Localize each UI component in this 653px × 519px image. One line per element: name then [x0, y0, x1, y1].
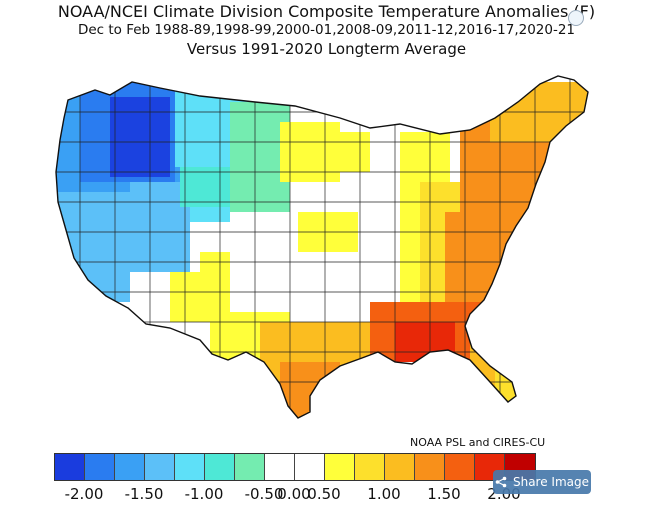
share-icon: [495, 476, 507, 488]
legend-swatch: [55, 454, 85, 480]
share-image-button[interactable]: Share Image: [493, 470, 591, 494]
credit-text: NOAA PSL and CIRES-CU: [410, 436, 546, 449]
legend-tick-label: -0.50: [244, 485, 284, 503]
legend-swatch: [325, 454, 355, 480]
legend-swatch: [415, 454, 445, 480]
us-map-svg: [55, 75, 589, 419]
info-icon[interactable]: [568, 10, 584, 26]
legend-swatch: [145, 454, 175, 480]
share-button-label: Share Image: [512, 475, 590, 489]
legend-swatch: [235, 454, 265, 480]
legend-swatch: [85, 454, 115, 480]
legend-swatch: [295, 454, 325, 480]
legend-swatch: [205, 454, 235, 480]
legend-ticks: -2.00 -1.50 -1.00 -0.50 0.00 0.50 1.00 1.50 2.00: [54, 485, 595, 503]
legend-tick-label: -1.50: [124, 485, 164, 503]
legend-swatch: [385, 454, 415, 480]
legend-swatch: [355, 454, 385, 480]
map-baseline: Versus 1991-2020 Longterm Average: [186, 40, 467, 58]
legend-tick-label: 0.00: [277, 485, 311, 503]
legend-swatch: [445, 454, 475, 480]
map-subtitle: Dec to Feb 1988-89,1998-99,2000-01,2008-…: [77, 22, 576, 38]
legend-swatch: [265, 454, 295, 480]
color-legend: [54, 453, 536, 481]
legend-swatch: [115, 454, 145, 480]
legend-swatch: [175, 454, 205, 480]
us-outline: [55, 75, 589, 419]
legend-tick-label: 0.50: [307, 485, 341, 503]
us-map: [40, 62, 610, 442]
legend-tick-label: 1.00: [367, 485, 401, 503]
map-title: NOAA/NCEI Climate Division Composite Tem…: [57, 2, 596, 21]
legend-tick-label: -1.00: [184, 485, 224, 503]
legend-tick-label: 1.50: [427, 485, 461, 503]
legend-tick-label: -2.00: [64, 485, 104, 503]
